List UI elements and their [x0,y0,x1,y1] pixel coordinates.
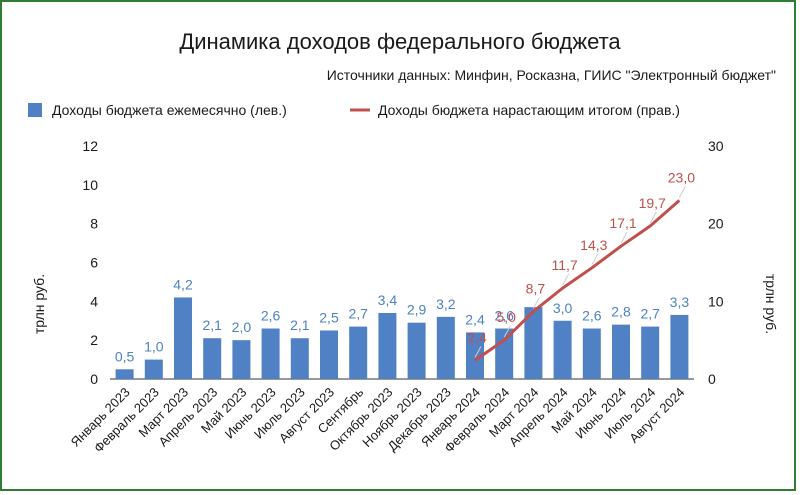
bar [641,326,660,379]
line-data-label: 19,7 [639,195,666,211]
bar [290,338,309,379]
chart-title: Динамика доходов федерального бюджета [179,29,621,54]
bar [378,312,397,379]
legend-swatch-bars [28,103,42,117]
bar-data-label: 2,8 [611,304,631,320]
bar-data-label: 2,7 [348,306,368,322]
bar-data-label: 3,3 [670,294,690,310]
bar [524,307,543,379]
line-data-label: 23,0 [668,169,695,185]
right-tick-label: 0 [708,371,716,387]
left-tick-label: 2 [90,332,98,348]
right-axis-ticks: 0 10 20 30 [708,138,724,387]
line-data-label: 2,4 [467,329,487,345]
legend-label-bars: Доходы бюджета ежемесячно (лев.) [52,102,287,118]
bar-data-label: 2,1 [202,317,222,333]
bar [466,332,484,379]
line-data-label: 8,7 [526,280,546,296]
bar [144,359,163,379]
left-axis-label: трлн руб. [31,274,47,334]
bar [612,324,630,379]
bar [553,320,572,379]
bar [261,328,280,379]
line-label-leader [649,211,657,224]
bar [115,369,134,379]
left-tick-label: 6 [90,255,98,271]
cumulative-line-series [474,199,681,362]
bar-data-label: 2,1 [290,317,310,333]
bar [203,338,222,379]
line-data-label: 17,1 [609,215,636,231]
bar-data-label: 2,6 [494,308,514,324]
chart-subtitle: Источники данных: Минфин, Росказна, ГИИС… [327,67,776,83]
bar [582,328,601,379]
bar [320,330,338,379]
left-tick-label: 8 [90,216,98,232]
bar-data-label: 2,9 [407,302,427,318]
cumulative-line [474,199,681,362]
left-tick-label: 0 [90,371,98,387]
right-tick-label: 30 [708,138,724,154]
bar [495,328,514,379]
line-labels: 2,4 5,0 8,7 11,714,317,119,723,0 [467,169,695,358]
line-label-leader [562,273,570,286]
bar-data-label: 3,4 [378,292,398,308]
bar [670,314,689,379]
legend-label-line: Доходы бюджета нарастающим итогом (прав.… [378,102,680,118]
bar-labels: 0,5 1,0 4,2 2,1 2,0 2,6 2,1 2,5 2,7 3,4 2,9 3,2 2,4 2… [115,276,689,364]
left-tick-label: 12 [82,138,98,154]
bar-data-label: 3,0 [553,300,573,316]
line-label-leader [532,297,540,309]
left-tick-label: 4 [90,293,98,309]
left-tick-label: 10 [82,177,98,193]
bar-data-label: 0,5 [115,348,135,364]
line-label-leader [620,231,628,244]
line-label-leader [474,346,482,358]
left-axis-ticks: 0 2 4 6 8 10 12 [82,138,98,387]
bar-data-label: 2,5 [319,309,339,325]
bar-data-label: 3,2 [436,296,456,312]
right-tick-label: 10 [708,293,724,309]
line-label-leader [591,253,599,266]
bar [349,326,368,379]
line-data-label: 11,7 [551,257,577,273]
line-label-leader [678,186,686,198]
right-axis-label: трлн руб. [763,274,779,334]
bar [174,297,192,379]
bar [436,316,455,379]
legend: Доходы бюджета ежемесячно (лев.) Доходы … [28,102,680,118]
bars-series [115,297,689,379]
line-label-leader [503,325,511,338]
bar-data-label: 1,0 [144,339,164,355]
bar-data-label: 2,6 [261,308,281,324]
bar-data-label: 2,0 [232,319,252,335]
bar-data-label: 2,6 [582,308,602,324]
bar [407,322,426,379]
line-data-label: 5,0 [496,309,516,325]
bar-data-label: 2,7 [640,306,660,322]
bar-data-label: 2,4 [465,311,485,327]
line-data-label: 14,3 [580,237,607,253]
bar [232,340,251,379]
right-tick-label: 20 [708,216,724,232]
bar-data-label: 4,2 [173,276,193,292]
